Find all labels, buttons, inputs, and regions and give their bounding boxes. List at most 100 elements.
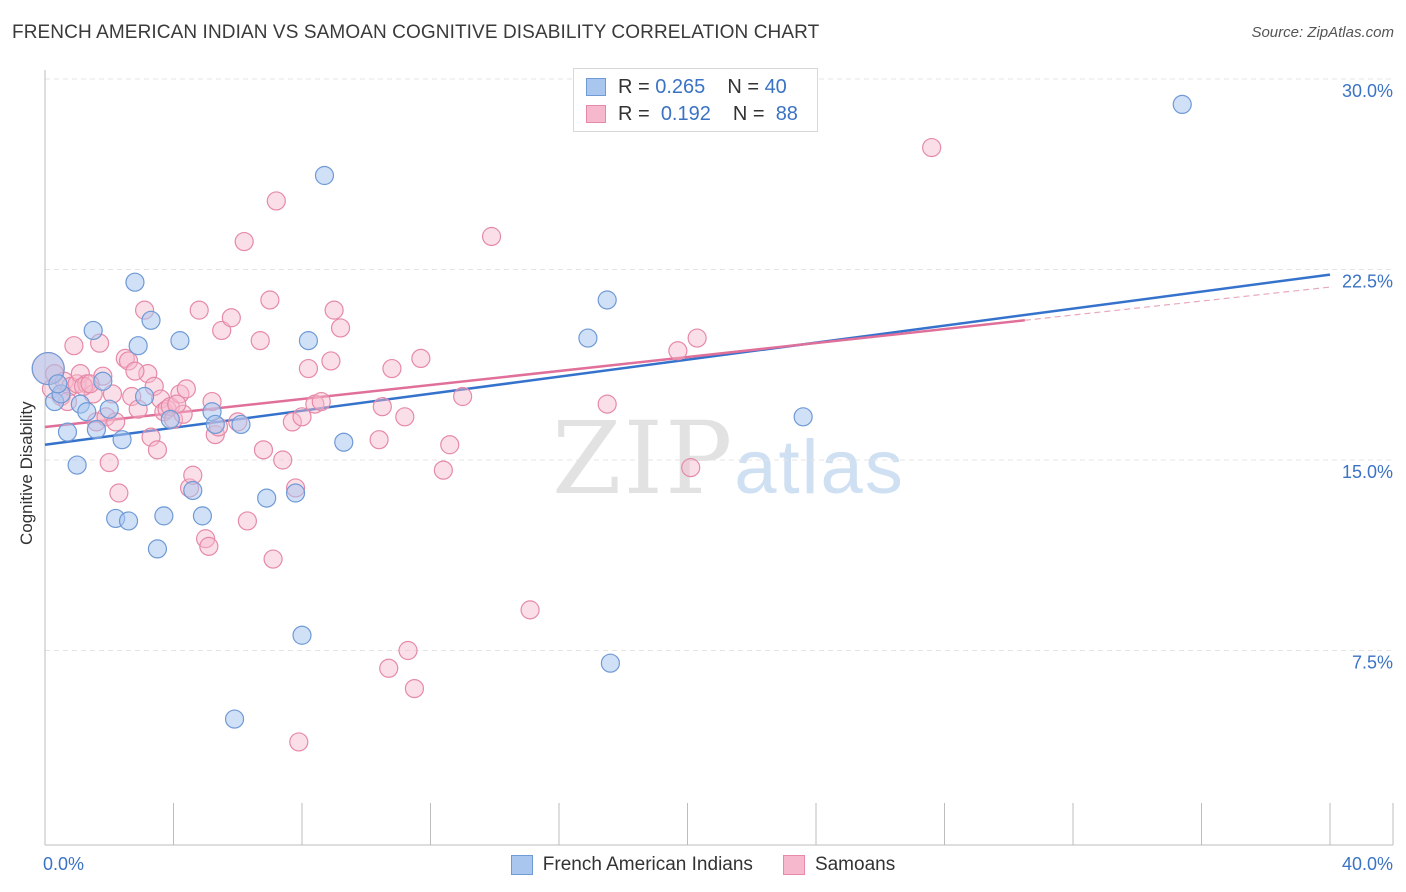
legend-swatch-pink [782,855,805,875]
pink-point [199,536,219,556]
pink-point [404,678,425,699]
blue-point [57,422,78,442]
pink-point [176,379,196,399]
blue-point [597,290,617,310]
stats-row-samoans: R = 0.192 N = 88 [586,102,798,126]
blue-point [600,653,621,673]
blue-point [67,455,87,475]
legend-label: Samoans [814,854,896,875]
pink-point [298,358,319,379]
pink-point [379,658,399,678]
blue-point [86,419,107,440]
blue-point [314,165,335,186]
blue-point [77,402,97,422]
blue-point [112,430,132,450]
chart-title: FRENCH AMERICAN INDIAN VS SAMOAN COGNITI… [12,22,820,43]
pink-point [395,407,415,427]
pink-swatch [586,105,606,123]
x-tick-label-max: 40.0% [1342,854,1393,874]
axis-layer [44,70,1394,846]
blue-point [147,539,168,559]
blue-point [93,371,113,391]
pink-point [520,600,540,620]
pink-point [115,348,135,368]
pink-point [681,458,701,478]
legend-item-samoans: Samoans [782,852,896,878]
grid-layer [45,78,1393,651]
pink-point [273,450,293,470]
pink-point [372,397,392,417]
blue-point [224,709,245,729]
legend-item-french-american-indians: French American Indians [510,852,753,878]
blue-point [48,374,68,394]
n-label: N = [727,75,759,98]
pink-point [260,290,280,310]
r-label: R = [618,102,650,125]
watermark: ZIPatlas [552,400,905,517]
stats-legend: R = 0.265 N = 40 R = 0.192 N = 88 [573,68,818,132]
pink-point [382,358,402,379]
pink-point [433,460,453,480]
pink-point [221,308,241,328]
blue-point [231,414,251,435]
pink-trend-extension [1024,286,1331,321]
legend-label: French American Indians [542,854,753,875]
pink-point [668,341,688,361]
pink-point [453,386,473,407]
pink-point [324,300,344,320]
blue-point [141,310,161,330]
pink-point [109,483,129,503]
pink-point [70,364,90,384]
blue-point [257,488,277,508]
tick-label-layer: 7.5% 15.0% 22.5% 30.0% 0.0% 40.0% [43,81,1393,874]
y-axis-label: Cognitive Disability [17,401,36,545]
pink-point [369,430,389,450]
pink-point [411,348,431,368]
pink-point [147,440,168,460]
blue-point [99,399,119,419]
pink-point [234,231,254,252]
blue-point [285,483,306,503]
blue-point [793,407,813,427]
y-tick-label: 22.5% [1342,272,1393,292]
pink-point [266,191,286,211]
pink-point [263,549,283,569]
x-tick-label-min: 0.0% [43,854,84,874]
watermark-atlas: atlas [734,425,905,510]
r-value-blue: 0.265 [655,75,706,98]
pink-point [125,361,145,381]
pink-point [250,331,270,351]
pink-point [118,351,139,371]
pink-point [597,394,617,414]
blue-point [1172,94,1192,115]
pink-point [330,318,351,338]
blue-point [160,409,180,429]
pink-point [687,328,707,348]
source-credit: Source: ZipAtlas.com [1251,24,1394,41]
pink-point [237,511,257,531]
blue-swatch [586,78,606,96]
blue-point [128,336,148,356]
legend-swatch-blue [510,855,533,875]
series-legend: French American Indians Samoans [0,852,1406,878]
pink-point [212,320,232,341]
blue-point [118,511,139,531]
stats-row-french-american-indians: R = 0.265 N = 40 [586,75,787,99]
pink-point [289,732,309,752]
points-layer [31,94,1192,752]
pink-point [282,412,302,432]
pink-point [99,452,119,473]
watermark-zip: ZIP [552,400,735,517]
blue-point [192,506,213,526]
blue-point [205,414,225,435]
pink-point [398,640,418,661]
blue-point [154,506,174,526]
blue-point [183,480,203,501]
pink-point [321,351,341,371]
pink-point [481,226,502,247]
blue-point [170,331,190,351]
n-value-blue: 40 [764,75,787,98]
n-value-pink: 88 [775,102,798,125]
blue-point [298,331,319,351]
y-tick-label: 30.0% [1342,81,1393,101]
